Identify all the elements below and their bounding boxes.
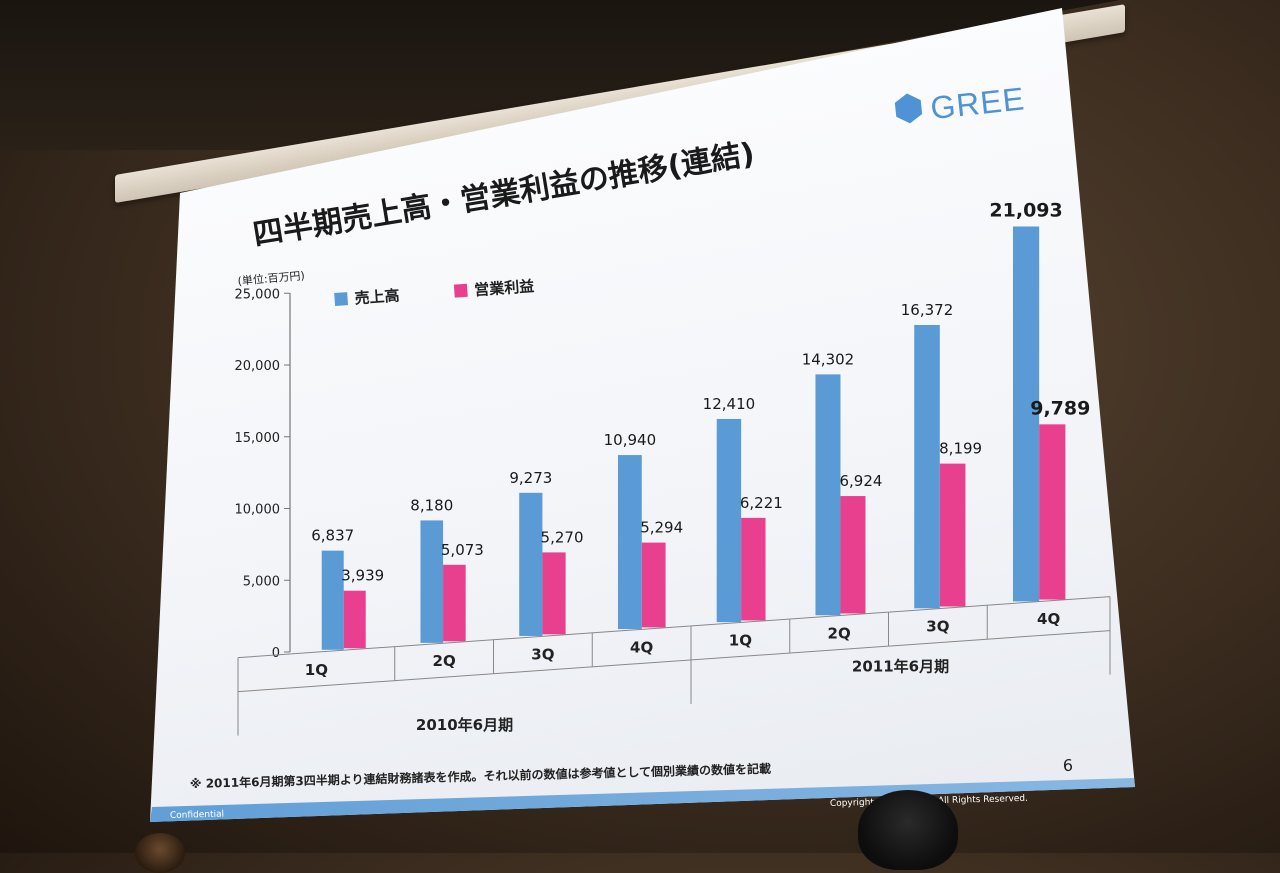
category-axis-top-line	[237, 596, 1111, 659]
bar-profit	[939, 463, 966, 607]
value-label-sales: 10,940	[604, 431, 657, 449]
unit-label: (単位:百万円)	[237, 268, 305, 288]
y-tick-label: 15,000	[235, 431, 281, 446]
bar-series: 6,837 3,939 8,180 5,073 9,273 5,270 10,940 5,29…	[311, 199, 1090, 650]
bar-sales	[420, 520, 444, 643]
y-tick-label: 5,000	[243, 574, 280, 589]
audience-head-left	[135, 833, 185, 873]
value-label-sales: 12,410	[703, 395, 756, 413]
bar-profit	[840, 496, 866, 614]
bar-profit	[542, 552, 566, 635]
bar-profit	[1039, 424, 1066, 600]
legend-swatch-sales	[334, 292, 349, 306]
bar-profit	[443, 564, 466, 642]
y-tick-label: 25,000	[235, 287, 281, 302]
bar-profit	[641, 542, 666, 628]
confidential-label: Confidential	[170, 810, 224, 821]
value-label-profit: 6,924	[839, 472, 882, 490]
y-tick-label: 10,000	[235, 503, 281, 518]
period-label: 2010年6月期	[416, 716, 513, 734]
audience-head	[858, 790, 958, 870]
slide-content: 四半期売上高・営業利益の推移(連結) GREE (単位:百万円) 売上高 営業利…	[170, 80, 1111, 821]
legend-label-sales: 売上高	[354, 286, 400, 307]
value-label-profit: 9,789	[1030, 397, 1090, 419]
category-axis-row-line	[237, 630, 1111, 693]
value-label-sales: 8,180	[410, 496, 453, 514]
value-label-sales: 14,302	[802, 350, 855, 368]
category-label: 4Q	[1037, 610, 1060, 628]
bar-profit	[741, 517, 766, 621]
page-number: 6	[1063, 756, 1074, 775]
category-label: 1Q	[305, 661, 328, 679]
legend-label-profit: 営業利益	[474, 277, 535, 299]
bar-sales	[321, 550, 344, 650]
category-label: 3Q	[531, 645, 554, 663]
bar-sales	[815, 374, 841, 616]
category-label: 2Q	[433, 652, 456, 670]
bar-sales	[914, 324, 940, 609]
y-tick-label: 0	[272, 646, 280, 661]
bar-sales	[716, 418, 742, 623]
gree-hexagon-icon	[894, 93, 923, 124]
category-label: 1Q	[729, 631, 752, 649]
slide-title: 四半期売上高・営業利益の推移(連結)	[251, 136, 757, 253]
value-label-sales: 16,372	[901, 301, 954, 319]
value-label-sales: 6,837	[311, 527, 354, 545]
y-tick-label: 20,000	[235, 359, 281, 374]
value-label-profit: 5,270	[541, 528, 584, 546]
category-label: 3Q	[926, 618, 949, 636]
value-label-profit: 6,221	[740, 494, 783, 512]
legend: 売上高 営業利益	[334, 277, 535, 308]
bar-sales	[519, 492, 543, 636]
value-label-profit: 5,294	[640, 519, 683, 537]
legend-swatch-profit	[453, 283, 468, 298]
footnote: ※ 2011年6月期第3四半期より連結財務諸表を作成。それ以前の数値は参考値とし…	[190, 761, 772, 791]
bar-profit	[343, 590, 366, 649]
value-label-sales: 21,093	[989, 199, 1062, 221]
category-label: 4Q	[630, 638, 653, 656]
y-axis-ticks: 0 5,000 10,000 15,000 20,000 25,000	[235, 287, 290, 661]
value-label-sales: 9,273	[509, 469, 552, 487]
value-label-profit: 5,073	[441, 541, 484, 559]
category-label: 2Q	[828, 625, 851, 643]
logo-text: GREE	[929, 80, 1027, 126]
bar-sales	[617, 455, 642, 630]
bar-sales	[1012, 226, 1040, 602]
category-axis: 1Q 2Q 3Q 4Q 1Q 2Q 3Q 4Q 2010年6月期 2011年6月期	[237, 596, 1111, 736]
value-label-profit: 8,199	[939, 440, 982, 458]
period-label: 2011年6月期	[852, 657, 949, 675]
gree-logo: GREE	[894, 80, 1027, 126]
value-label-profit: 3,939	[341, 567, 384, 585]
